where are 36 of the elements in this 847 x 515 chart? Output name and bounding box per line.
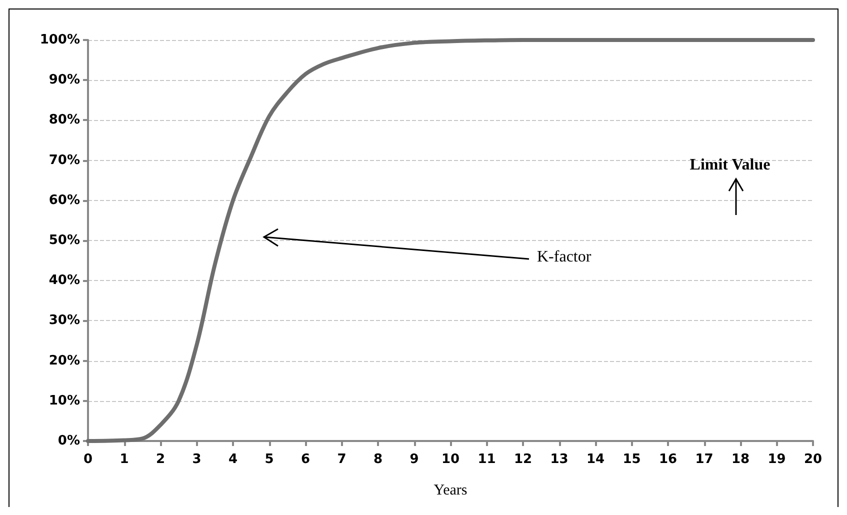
x-tick-label: 12 <box>514 452 532 467</box>
x-tick-label: 11 <box>478 452 496 467</box>
x-tick-label: 1 <box>120 452 129 467</box>
y-tick-label: 70% <box>48 152 80 168</box>
x-tick-label: 13 <box>550 452 568 467</box>
x-tick-label: 0 <box>83 452 93 467</box>
y-tick-label: 40% <box>48 273 80 288</box>
x-tick-label: 6 <box>300 452 310 467</box>
x-tick-label: 18 <box>731 452 750 467</box>
y-tick-label: 60% <box>48 192 80 208</box>
y-tick-label: 100% <box>40 32 80 48</box>
x-tick-label: 10 <box>441 452 460 467</box>
x-tick-label: 4 <box>228 452 238 467</box>
x-tick-label: 14 <box>586 452 605 467</box>
x-tick-label: 17 <box>695 452 714 467</box>
y-tick-label: 80% <box>48 112 80 128</box>
y-tick-label: 90% <box>48 72 80 88</box>
x-tick-label: 9 <box>410 452 419 467</box>
x-tick-label: 20 <box>804 452 822 467</box>
x-tick-label: 3 <box>192 452 202 467</box>
line-series <box>86 38 815 443</box>
annotation: Limit Value <box>690 156 770 174</box>
x-tick-label: 15 <box>622 452 641 467</box>
y-tick-label: 0% <box>58 434 80 448</box>
y-tick-label: 30% <box>48 313 80 328</box>
x-tick-label: 2 <box>156 452 166 467</box>
x-tick-label: 19 <box>768 452 786 467</box>
y-tick-label: 20% <box>48 353 80 368</box>
y-tick-label: 50% <box>48 233 80 248</box>
x-axis-title: Years <box>434 482 468 498</box>
x-tick-label: 7 <box>337 452 346 467</box>
x-tick-label: 16 <box>658 452 678 467</box>
y-tick-label: 10% <box>48 393 80 408</box>
x-tick-label: 8 <box>373 452 383 467</box>
annotation: K-factor <box>537 248 592 266</box>
x-tick-label: 5 <box>264 452 274 467</box>
